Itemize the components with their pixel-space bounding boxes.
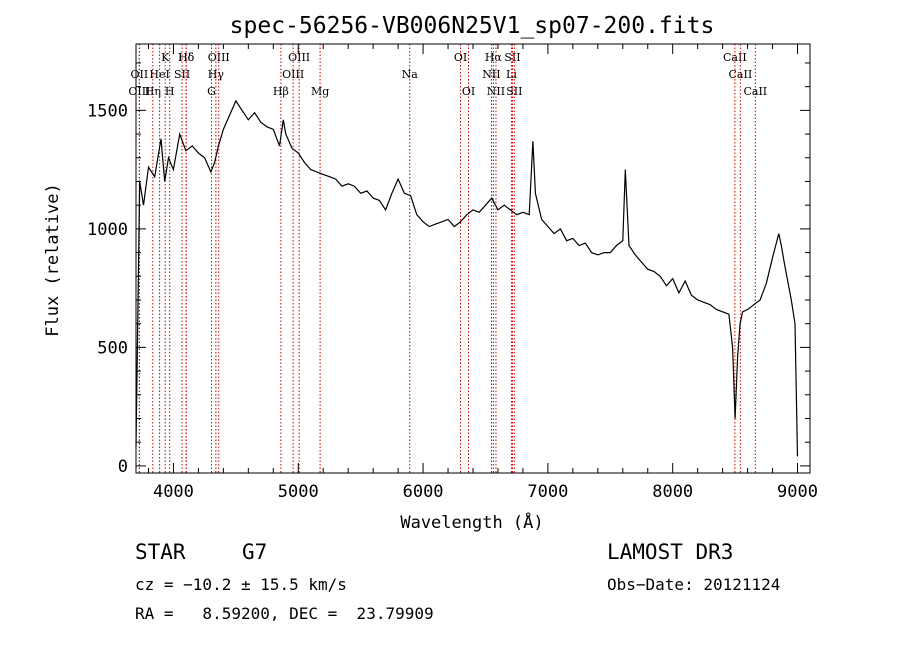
x-tick-label: 8000: [652, 482, 693, 502]
spectral-line-label: Hα: [485, 51, 503, 64]
x-tick-label: 7000: [527, 482, 568, 502]
spectral-line-label: SII: [504, 51, 520, 64]
chart-title: spec-56256-VB006N25V1_sp07-200.fits: [230, 13, 715, 39]
spectral-line-label: Na: [402, 68, 419, 81]
spectral-line-label: OIII: [208, 51, 230, 64]
x-tick-label: 9000: [777, 482, 818, 502]
spectral-line-label: Mg: [311, 85, 329, 98]
spectral-line-label: HeI: [149, 68, 169, 81]
spectral-line-label: Hδ: [178, 51, 195, 64]
spectral-line-label: CaII: [743, 85, 767, 98]
spectral-line-label: OII: [131, 68, 149, 81]
spectral-line-label: NII: [482, 68, 500, 81]
class-label: STAR: [135, 540, 186, 564]
spectral-line-label: NII: [487, 85, 505, 98]
spectral-line-label: OIII: [282, 68, 304, 81]
y-tick-label: 500: [97, 338, 128, 358]
spectrum-line: [135, 99, 799, 457]
spectral-line-label: Hγ: [208, 68, 225, 81]
spectral-line-label: Li: [506, 68, 517, 81]
spectral-line-label: Hδ: [178, 51, 195, 64]
axes: 4000 5000 6000 7000 8000 9000 0 500 1000 1500: [87, 43, 818, 502]
spectrum-plot: spec-56256-VB006N25V1_sp07-200.fits Wave…: [43, 13, 818, 533]
spectral-line-label: Hβ: [273, 85, 289, 98]
spectral-line-label: H: [165, 85, 175, 98]
plot-frame: [135, 43, 811, 474]
spectral-line-label: OI: [462, 85, 475, 98]
spectral-line-label: G: [207, 85, 216, 98]
y-axis-label: Flux (relative): [43, 183, 63, 337]
coordinates-text: RA = 8.59200, DEC = 23.79909: [135, 604, 434, 623]
spectral-line-label: OIII: [288, 51, 310, 64]
survey-label: LAMOST DR3: [607, 540, 734, 564]
spectral-line-label: CaII: [723, 51, 747, 64]
spectral-line-label: CaII: [729, 68, 753, 81]
spectral-line-label: Hη: [145, 85, 161, 98]
y-tick-label: 1000: [87, 220, 128, 240]
spectral-line-label: OIII: [128, 85, 150, 98]
redshift-text: cz = −10.2 ± 15.5 km/s: [135, 575, 347, 594]
x-tick-label: 6000: [403, 482, 444, 502]
spectral-line-label: SII: [174, 68, 190, 81]
x-tick-label: 5000: [278, 482, 319, 502]
y-tick-label: 1500: [87, 101, 128, 121]
spectral-line-label: K: [161, 51, 170, 64]
x-tick-label: 4000: [153, 482, 194, 502]
subclass-label: G7: [242, 540, 268, 564]
spectral-line-label: OI: [454, 51, 467, 64]
y-tick-label: 0: [118, 457, 128, 477]
x-axis-label: Wavelength (Å): [400, 511, 543, 533]
spectral-line-label: SII: [506, 85, 522, 98]
obs-date-text: Obs−Date: 20121124: [607, 575, 781, 594]
